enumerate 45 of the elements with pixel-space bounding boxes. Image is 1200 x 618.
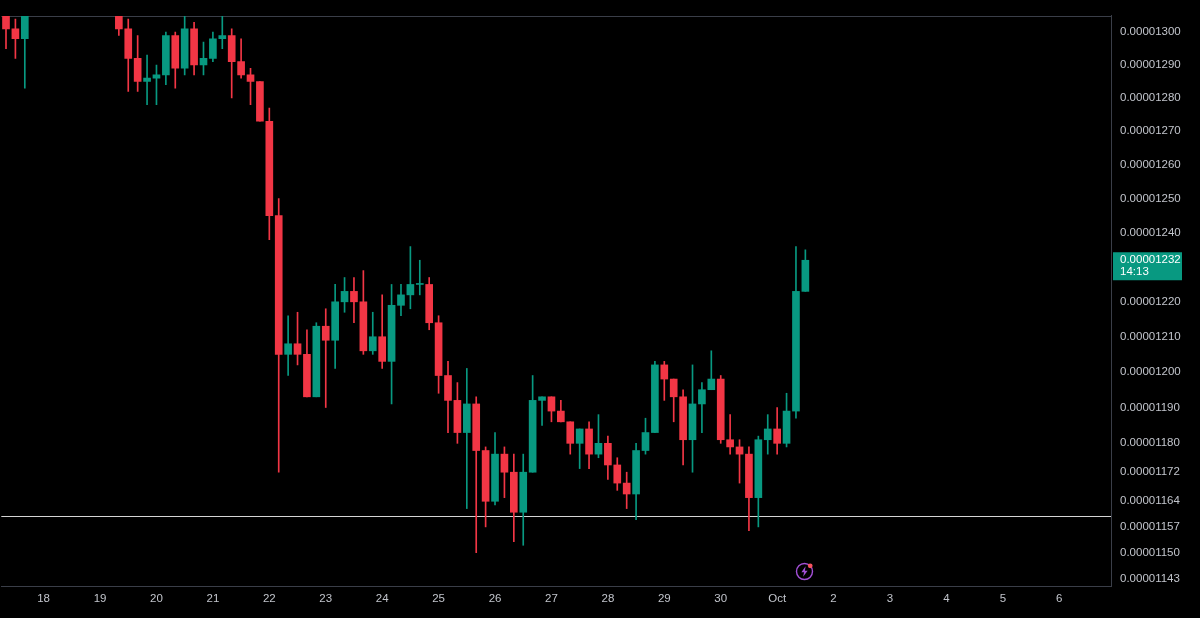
- x-tick-label: 19: [93, 592, 107, 605]
- candlestick: [462, 368, 471, 509]
- x-tick-label: 27: [545, 592, 558, 605]
- candlestick: [350, 277, 358, 324]
- y-tick-label: 0.00001270: [1120, 124, 1181, 137]
- y-tick-label: 0.00001200: [1120, 365, 1181, 378]
- x-tick-label: 25: [432, 592, 445, 605]
- y-tick-label: 0.00001260: [1120, 158, 1181, 171]
- x-tick-label: 26: [488, 592, 502, 605]
- x-tick-label: 2: [830, 592, 837, 605]
- x-tick-label: 23: [319, 592, 333, 605]
- x-tick-label: 5: [999, 592, 1007, 605]
- candlestick: [415, 259, 424, 296]
- x-tick-label: 18: [37, 592, 51, 605]
- candlestick: [284, 315, 292, 376]
- x-tick-label: 6: [1056, 592, 1063, 605]
- x-tick-label: 24: [375, 592, 390, 605]
- x-tick-label: 29: [657, 592, 671, 605]
- y-tick-label: 0.00001190: [1120, 400, 1180, 413]
- y-tick-label: 0.00001172: [1120, 465, 1180, 478]
- y-tick-label: 0.00001150: [1120, 545, 1180, 558]
- y-tick-label: 0.00001220: [1120, 294, 1181, 307]
- x-tick-label: 22: [262, 592, 276, 605]
- x-tick-label: 28: [601, 592, 615, 605]
- text: 0.00001232: [1120, 253, 1181, 266]
- y-tick-label: 0.00001143: [1120, 571, 1180, 584]
- y-tick-label: 0.00001300: [1120, 25, 1181, 38]
- text: 14:13: [1120, 265, 1149, 278]
- x-tick-label: 3: [886, 592, 894, 605]
- y-tick-label: 0.00001210: [1120, 329, 1181, 342]
- x-tick-label: 4: [943, 592, 951, 605]
- candlestick: [143, 54, 151, 105]
- y-tick-label: 0.00001180: [1120, 436, 1180, 449]
- x-tick-label: 21: [206, 592, 220, 605]
- x-tick-label: 20: [150, 592, 163, 605]
- x-tick-label: Oct: [768, 592, 787, 605]
- y-tick-label: 0.00001290: [1120, 58, 1181, 71]
- y-tick-label: 0.00001240: [1120, 225, 1181, 238]
- candlestick: [321, 308, 330, 408]
- x-tick-label: 30: [714, 592, 728, 605]
- candlestick: [538, 396, 546, 426]
- y-tick-label: 0.00001157: [1120, 520, 1180, 533]
- y-tick-label: 0.00001280: [1120, 91, 1181, 104]
- y-tick-label: 0.00001164: [1120, 494, 1181, 507]
- y-tick-label: 0.00001250: [1120, 191, 1181, 204]
